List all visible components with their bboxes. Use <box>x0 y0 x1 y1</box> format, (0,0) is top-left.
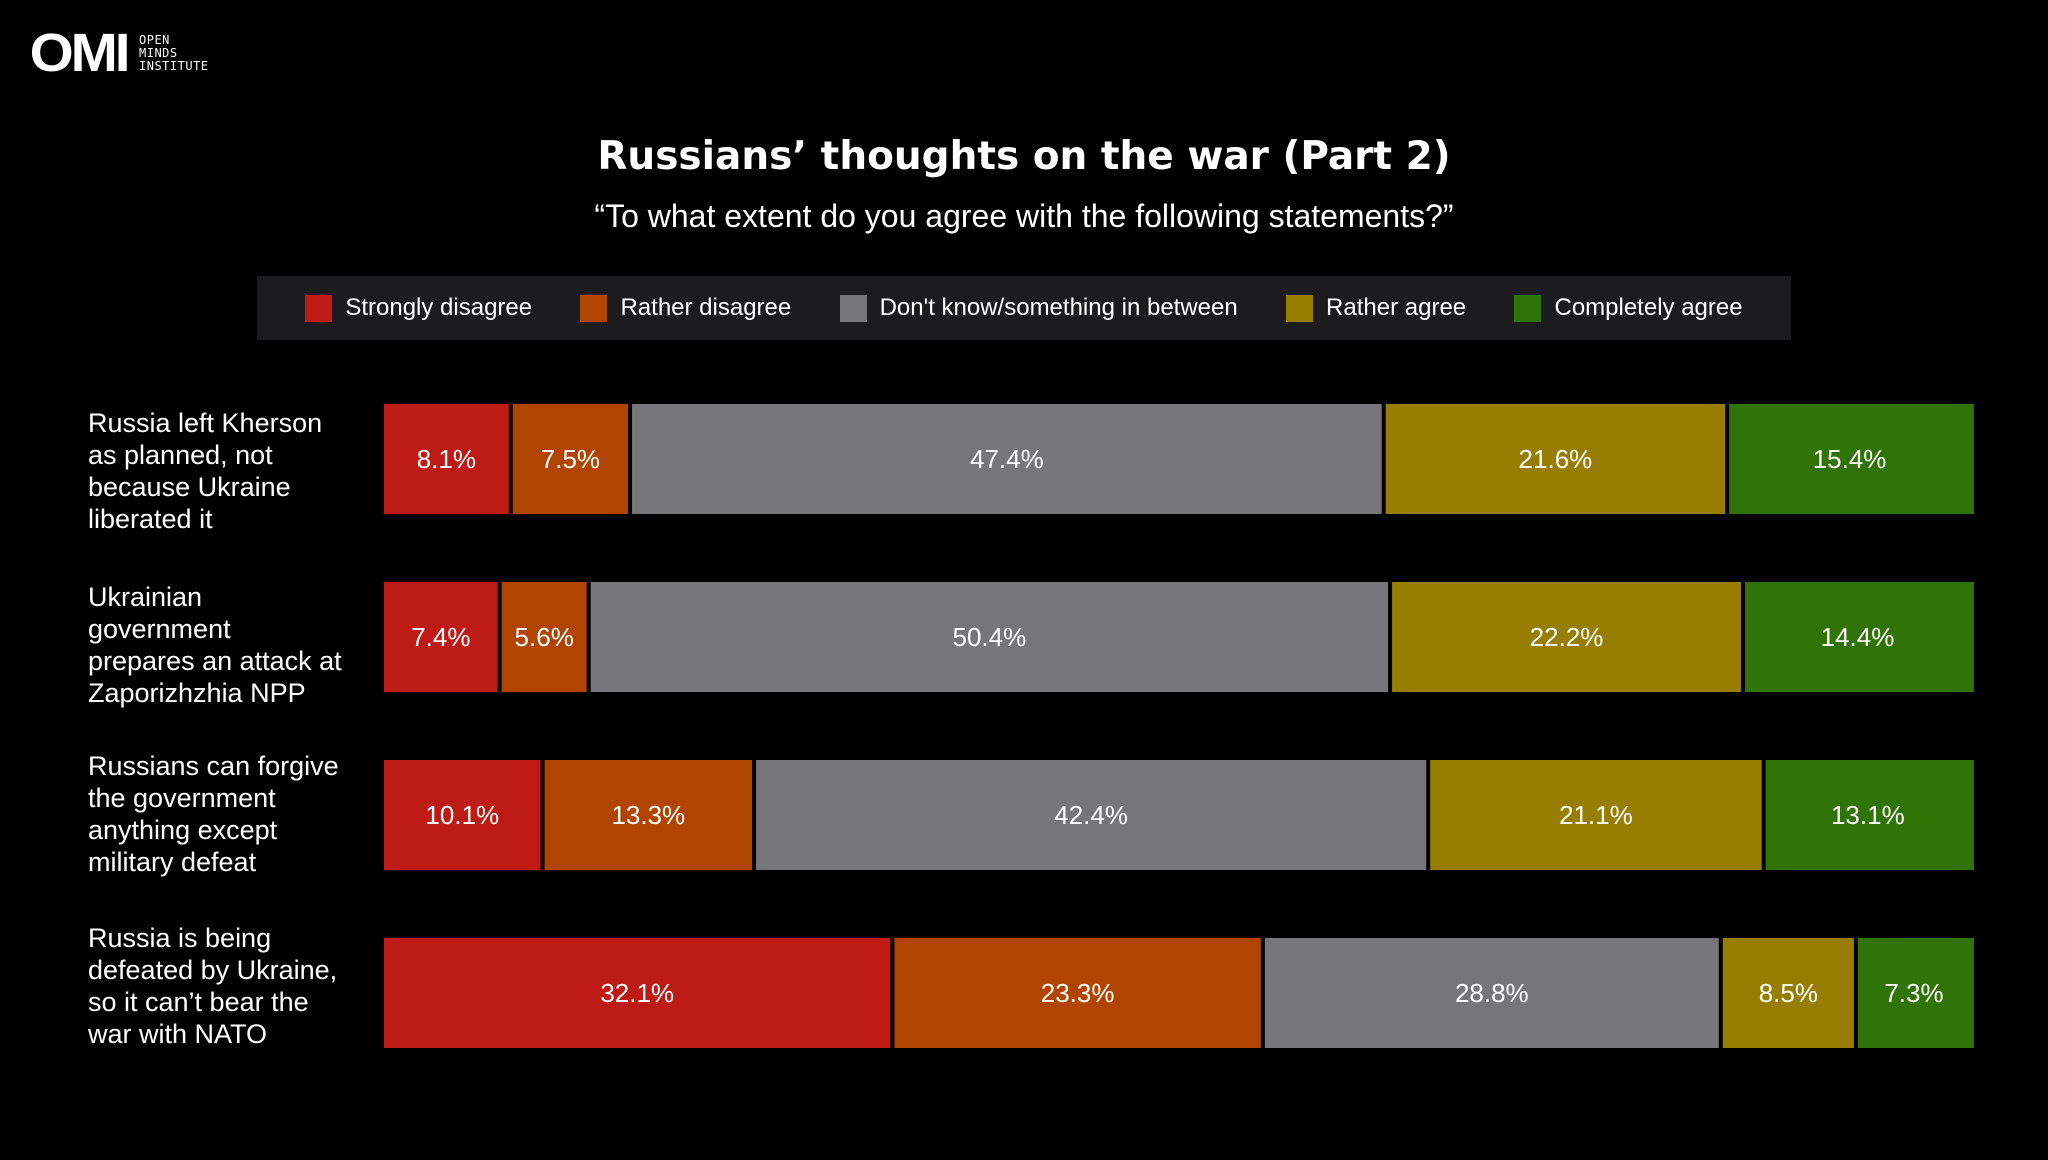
legend-item-completely-agree: Completely agree <box>1514 294 1743 322</box>
bar-value-label: 10.1% <box>425 800 499 830</box>
bar-value-label: 42.4% <box>1054 800 1128 830</box>
bar-completely-agree-row-4 <box>1857 938 1974 1048</box>
legend-swatch <box>305 294 333 322</box>
legend-label: Strongly disagree <box>345 294 533 321</box>
chart-subtitle: “To what extent do you agree with the fo… <box>594 198 1454 234</box>
bar-value-label: 50.4% <box>953 622 1027 652</box>
bar-value-label: 7.5% <box>541 444 600 474</box>
bar-rather-disagree-row-1 <box>512 404 629 514</box>
legend-label: Completely agree <box>1554 294 1743 321</box>
bar-value-label: 32.1% <box>600 978 674 1008</box>
bar-value-label: 21.1% <box>1559 800 1633 830</box>
bar-value-label: 47.4% <box>970 444 1044 474</box>
bar-strongly-disagree-row-1 <box>384 404 509 514</box>
legend-label: Rather agree <box>1326 294 1467 321</box>
legend-item-strongly-disagree: Strongly disagree <box>305 294 532 322</box>
legend-swatch <box>580 294 608 322</box>
legend-swatch <box>1514 294 1542 322</box>
bar-strongly-disagree-row-4 <box>384 938 891 1048</box>
logo-line-3: INSTITUTE <box>139 58 209 73</box>
bar-rather-disagree-row-2 <box>501 582 587 692</box>
logo-line-1: OPEN <box>139 32 170 47</box>
bar-dont-know-row-2 <box>590 582 1389 692</box>
bar-value-label: 8.1% <box>417 444 476 474</box>
legend-item-rather-agree: Rather agree <box>1286 294 1466 322</box>
bar-value-label: 22.2% <box>1530 622 1604 652</box>
logo-mark: OMI <box>29 23 131 83</box>
legend-item-dont-know: Don't know/something in between <box>839 294 1238 322</box>
bar-rather-agree-row-3 <box>1430 760 1762 870</box>
bar-value-label: 14.4% <box>1821 622 1895 652</box>
legend-label: Rather disagree <box>620 294 792 321</box>
bar-value-label: 28.8% <box>1455 978 1529 1008</box>
bar-value-label: 13.3% <box>611 800 685 830</box>
bar-dont-know-row-4 <box>1264 938 1719 1048</box>
legend-swatch <box>839 294 867 322</box>
bar-rather-disagree-row-3 <box>544 760 753 870</box>
chart-title: Russians’ thoughts on the war (Part 2) <box>597 134 1451 179</box>
row-label-forgive: Russians can forgive the government anyt… <box>88 751 339 877</box>
bar-value-label: 7.3% <box>1884 978 1943 1008</box>
row-label-nato: Russia is being defeated by Ukraine, so … <box>88 923 338 1049</box>
bar-value-label: 7.4% <box>411 622 470 652</box>
bar-strongly-disagree-row-3 <box>384 760 541 870</box>
bar-value-label: 21.6% <box>1519 444 1593 474</box>
bar-value-label: 5.6% <box>515 622 574 652</box>
legend-item-rather-disagree: Rather disagree <box>580 294 791 322</box>
bar-completely-agree-row-1 <box>1729 404 1974 514</box>
bar-rather-agree-row-2 <box>1392 582 1742 692</box>
legend: Strongly disagree Rather disagree Don't … <box>257 276 1791 340</box>
bar-rather-disagree-row-4 <box>894 938 1261 1048</box>
bar-dont-know-row-3 <box>756 760 1427 870</box>
bar-value-label: 13.1% <box>1831 800 1905 830</box>
logo-text: OPEN MINDS INSTITUTE <box>139 32 209 73</box>
bar-rather-agree-row-1 <box>1385 404 1726 514</box>
legend-swatch <box>1286 294 1314 322</box>
bar-rather-agree-row-4 <box>1722 938 1854 1048</box>
bar-strongly-disagree-row-2 <box>384 582 498 692</box>
row-label-zaporizhzhia: Ukrainian government prepares an attack … <box>88 582 342 708</box>
bar-completely-agree-row-2 <box>1745 582 1974 692</box>
omi-logo: OMI OPEN MINDS INSTITUTE <box>29 23 209 83</box>
bar-completely-agree-row-3 <box>1765 760 1974 870</box>
legend-label: Don't know/something in between <box>879 294 1238 321</box>
bar-value-label: 8.5% <box>1759 978 1818 1008</box>
row-label-kherson: Russia left Kherson as planned, not beca… <box>88 408 323 534</box>
logo-line-2: MINDS <box>139 45 178 60</box>
bar-value-label: 15.4% <box>1813 444 1887 474</box>
bar-dont-know-row-1 <box>632 404 1382 514</box>
bar-value-label: 23.3% <box>1041 978 1115 1008</box>
